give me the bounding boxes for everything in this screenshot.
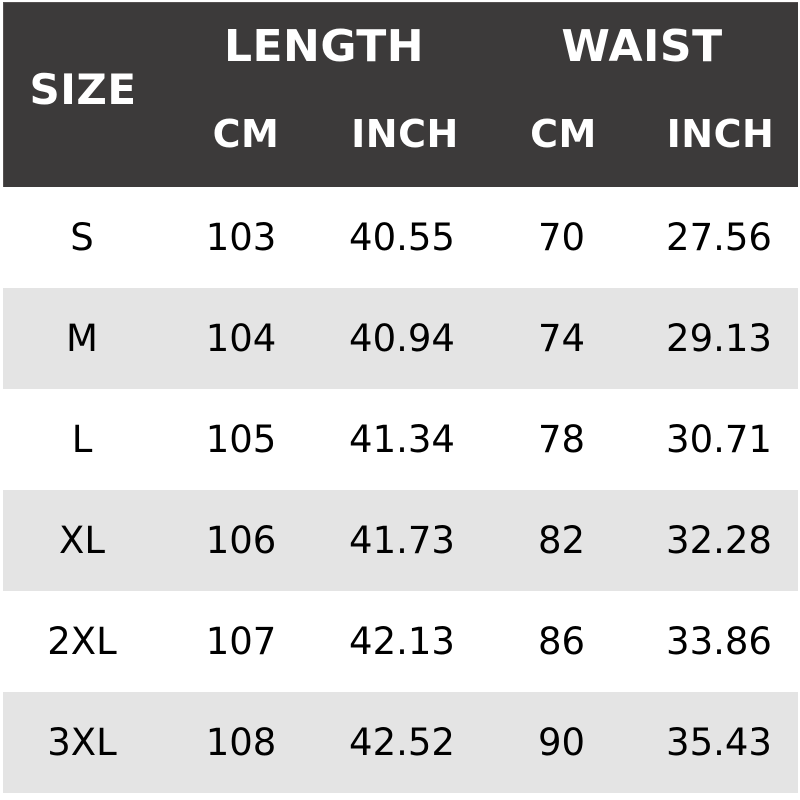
table-body: S 103 40.55 70 27.56 M 104 40.94 74 29.1… [3, 187, 798, 794]
table-header: SIZE LENGTH WAIST CM INCH CM INCH [3, 2, 798, 187]
cell-waist-cm: 78 [537, 418, 586, 461]
cell-length-cm: 106 [205, 519, 277, 562]
cell-size: 2XL [47, 620, 117, 663]
cell-length-cm: 103 [205, 216, 277, 259]
cell-length-cm: 105 [205, 418, 277, 461]
cell-size: XL [59, 519, 105, 562]
cell-waist-inch: 29.13 [666, 317, 772, 360]
cell-waist-inch: 35.43 [666, 721, 772, 764]
cell-size: M [66, 317, 98, 360]
cell-waist-inch: 30.71 [666, 418, 772, 461]
header-length-inch: INCH [351, 112, 459, 156]
cell-size: L [71, 418, 93, 461]
header-size-label: SIZE [29, 65, 137, 114]
cell-waist-inch: 32.28 [666, 519, 772, 562]
cell-length-inch: 42.13 [349, 620, 455, 663]
cell-waist-cm: 74 [537, 317, 586, 360]
table-row: 2XL 107 42.13 86 33.86 [3, 591, 798, 692]
cell-waist-inch: 27.56 [666, 216, 772, 259]
cell-size: 3XL [47, 721, 117, 764]
table-row: S 103 40.55 70 27.56 [3, 187, 798, 288]
cell-length-cm: 107 [205, 620, 277, 663]
table-row: 3XL 108 42.52 90 35.43 [3, 692, 798, 793]
cell-waist-inch: 33.86 [666, 620, 772, 663]
header-length-cm: CM [212, 112, 280, 156]
header-group-waist: WAIST [561, 21, 723, 72]
cell-length-inch: 42.52 [349, 721, 455, 764]
header-group-length: LENGTH [223, 21, 425, 72]
header-waist-cm: CM [530, 112, 597, 156]
cell-waist-cm: 90 [537, 721, 586, 764]
cell-waist-cm: 70 [537, 216, 586, 259]
table-row: M 104 40.94 74 29.13 [3, 288, 798, 389]
cell-length-inch: 41.34 [349, 418, 455, 461]
cell-waist-cm: 82 [537, 519, 586, 562]
cell-length-inch: 40.55 [349, 216, 455, 259]
cell-length-inch: 40.94 [349, 317, 455, 360]
cell-length-cm: 108 [205, 721, 277, 764]
header-waist-inch: INCH [666, 112, 775, 156]
cell-waist-cm: 86 [537, 620, 586, 663]
cell-size: S [70, 216, 94, 259]
cell-length-cm: 104 [205, 317, 277, 360]
table-row: XL 106 41.73 82 32.28 [3, 490, 798, 591]
table-row: L 105 41.34 78 30.71 [3, 389, 798, 490]
cell-length-inch: 41.73 [349, 519, 455, 562]
